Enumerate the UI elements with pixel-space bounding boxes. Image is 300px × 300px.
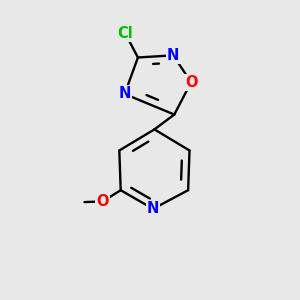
Text: O: O bbox=[185, 75, 197, 90]
Text: N: N bbox=[167, 48, 179, 63]
Text: Cl: Cl bbox=[117, 26, 133, 41]
Text: N: N bbox=[118, 86, 131, 101]
Text: N: N bbox=[147, 201, 159, 216]
Text: O: O bbox=[97, 194, 109, 209]
